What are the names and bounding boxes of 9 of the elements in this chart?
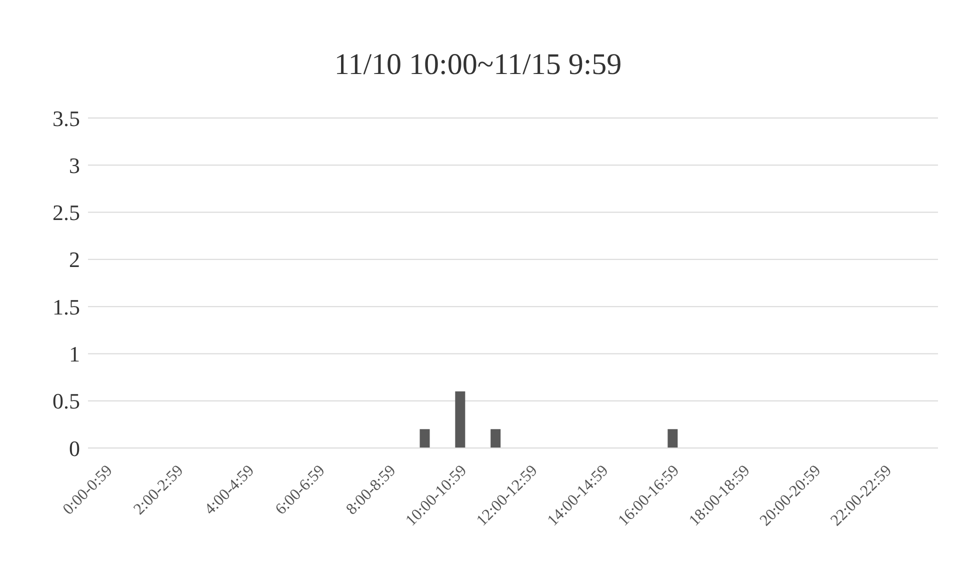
y-tick-label: 3.5 bbox=[52, 106, 80, 131]
y-tick-label: 2.5 bbox=[52, 200, 80, 226]
y-tick-label: 0.5 bbox=[52, 388, 80, 414]
y-tick-label: 2 bbox=[69, 247, 80, 272]
chart-title: 11/10 10:00~11/15 9:59 bbox=[333, 47, 623, 83]
y-tick-label: 3 bbox=[69, 152, 80, 178]
y-tick-label: 1.5 bbox=[52, 294, 80, 320]
y-tick-label: 1 bbox=[69, 342, 80, 367]
y-tick-label: 0 bbox=[69, 436, 80, 461]
